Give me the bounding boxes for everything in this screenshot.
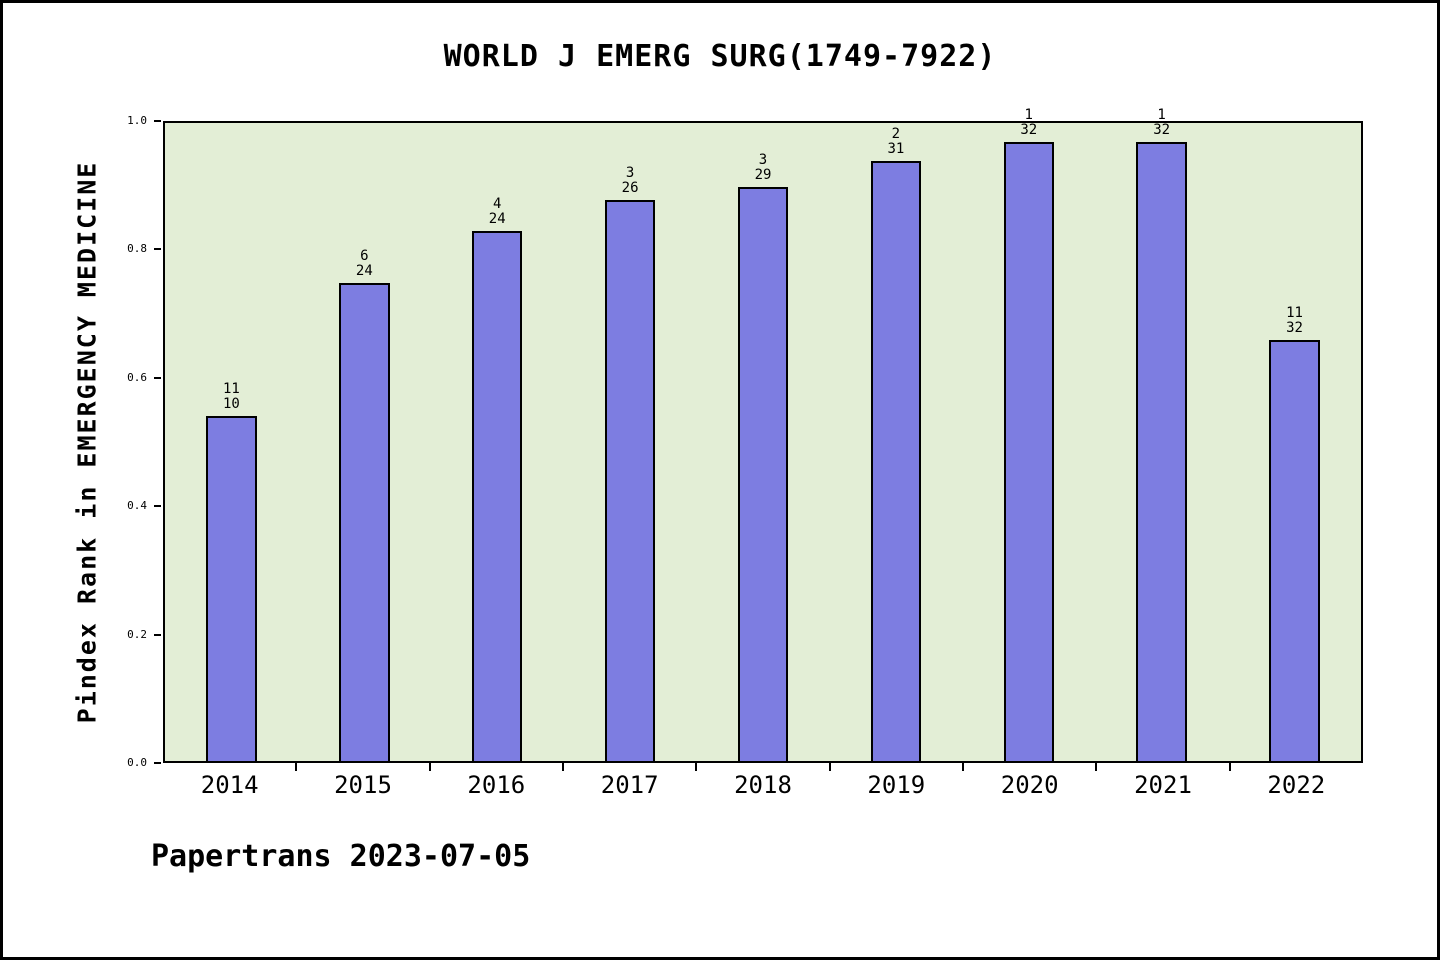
- bar-value-label: 6 24: [355, 247, 373, 279]
- bar-value-label: 11 10: [223, 381, 240, 413]
- x-tick-label: 2016: [467, 771, 526, 799]
- bar: [1136, 142, 1187, 761]
- bar-value-label: 1 32: [1153, 107, 1171, 139]
- y-tick-mark: [154, 505, 161, 508]
- x-tick-mark: [295, 763, 298, 771]
- y-tick-label: 0.8: [127, 242, 147, 256]
- y-tick-label: 0.4: [127, 499, 147, 513]
- bar: [604, 199, 656, 761]
- x-tick-mark: [828, 763, 831, 771]
- watermark: Papertrans 2023-07-05: [151, 839, 531, 874]
- x-axis: 2014 2015 2016 2017 2018 2019 2020 2021 2022: [163, 763, 1363, 815]
- bar-value-label: 11 32: [1286, 304, 1303, 336]
- y-tick-label: 0.2: [127, 627, 147, 641]
- bar-value-label: 1 32: [1020, 107, 1038, 139]
- bar: [737, 186, 789, 761]
- bar-value-label: 3 29: [754, 151, 772, 183]
- x-tick-mark: [1095, 763, 1098, 771]
- y-tick-mark: [154, 633, 161, 636]
- x-tick-mark: [695, 763, 698, 771]
- y-tick-mark: [154, 248, 161, 251]
- x-tick-label: 2017: [600, 771, 659, 799]
- x-tick-label: 2014: [200, 771, 259, 799]
- y-tick-mark: [154, 376, 161, 379]
- x-tick-mark: [562, 763, 564, 771]
- y-tick-mark: [154, 120, 161, 122]
- x-tick-mark: [962, 763, 964, 771]
- bar-value-label: 3 26: [621, 164, 639, 196]
- bar: [339, 282, 390, 761]
- chart-title: WORLD J EMERG SURG(1749-7922): [443, 39, 997, 74]
- y-tick-label: 0.0: [127, 756, 147, 769]
- y-tick-label: 0.6: [127, 370, 147, 384]
- x-tick-label: 2019: [867, 771, 926, 799]
- bar: [1269, 339, 1320, 761]
- bar-value-label: 2 31: [887, 126, 905, 158]
- y-tick-label: 1.0: [127, 114, 147, 127]
- x-tick-mark: [1228, 763, 1231, 771]
- plot-area: 11 10 6 24 4 24 3 26 3 29 2 31 1 32 1 32 11 32: [163, 108, 1363, 763]
- y-axis: 0.0 0.2 0.4 0.6 0.8 1.0: [3, 115, 161, 769]
- bar-value-label: 4 24: [488, 196, 506, 228]
- x-tick-label: 2018: [734, 771, 792, 799]
- x-tick-label: 2020: [1000, 771, 1059, 799]
- x-tick-mark: [428, 763, 431, 771]
- x-tick-label: 2015: [334, 771, 392, 799]
- x-tick-label: 2022: [1267, 771, 1326, 799]
- y-tick-mark: [154, 762, 161, 764]
- x-tick-label: 2021: [1134, 771, 1192, 799]
- bar: [471, 231, 523, 761]
- bar: [206, 416, 257, 761]
- bar: [870, 161, 922, 761]
- bar: [1003, 142, 1054, 761]
